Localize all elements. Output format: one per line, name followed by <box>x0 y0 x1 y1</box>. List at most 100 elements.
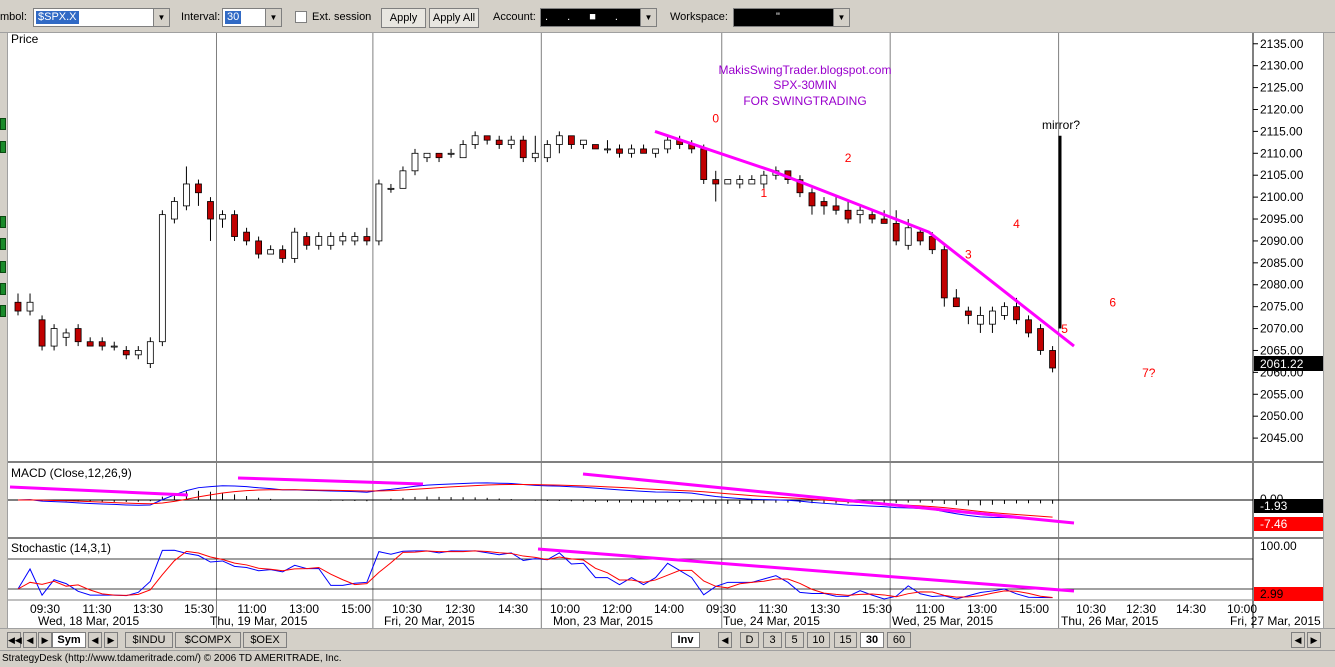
tab-interval-d[interactable]: D <box>740 632 759 648</box>
tab-oex[interactable]: $OEX <box>243 632 287 648</box>
wave-label: 5 <box>1061 322 1068 336</box>
chevron-down-icon[interactable]: ▼ <box>153 9 169 26</box>
candle-body <box>604 148 611 151</box>
time-tick-label: 15:00 <box>341 602 371 616</box>
symbol-label: mbol: <box>0 11 27 23</box>
stoch-top-tick: 100.00 <box>1260 539 1297 553</box>
first-arrow-icon[interactable]: ◀◀ <box>7 632 22 648</box>
candle-body <box>339 236 347 242</box>
interval-scroll-icon[interactable]: ◀ <box>718 632 732 648</box>
tab-interval-3[interactable]: 3 <box>763 632 782 648</box>
tab-interval-5[interactable]: 5 <box>785 632 804 648</box>
date-tick-label: Fri, 20 Mar, 2015 <box>384 614 475 628</box>
candle-body <box>122 350 130 356</box>
wave-label: 2 <box>845 151 852 165</box>
candle-body <box>652 148 659 154</box>
time-tick-label: 11:30 <box>82 602 111 616</box>
time-tick-label: 13:30 <box>810 602 840 616</box>
tool-marker-icon[interactable] <box>0 305 6 317</box>
right-scroll-strip[interactable] <box>1323 33 1335 628</box>
time-tick-label: 15:30 <box>862 602 892 616</box>
stoch-d-line <box>17 550 1053 598</box>
candle-body <box>616 148 623 154</box>
candle-body <box>423 152 431 159</box>
scroll-right-icon[interactable]: ▶ <box>104 632 118 648</box>
symbol-value[interactable]: $SPX.X <box>36 11 79 24</box>
tab-sym[interactable]: Sym <box>52 632 86 648</box>
apply-button[interactable]: Apply <box>381 8 426 28</box>
y-tick-label: 2080.00 <box>1260 278 1304 292</box>
workspace-combo[interactable]: " ▼ <box>733 8 850 27</box>
candle-body <box>134 350 142 356</box>
stoch-k-line <box>17 549 1053 600</box>
time-tick-label: 14:30 <box>498 602 528 616</box>
tab-indu[interactable]: $INDU <box>125 632 173 648</box>
bottom-tab-bar: ◀◀ ◀ ▶ Sym ◀ ▶ $INDU $COMPX $OEX Inv ◀ D… <box>0 628 1335 650</box>
ext-session-checkbox[interactable] <box>295 11 307 23</box>
chevron-down-icon[interactable]: ▼ <box>640 9 656 26</box>
symbol-combo[interactable]: $SPX.X ▼ <box>33 8 170 27</box>
tool-marker-icon[interactable] <box>0 118 6 130</box>
account-combo[interactable]: . . ■ . ▼ <box>540 8 657 27</box>
candle-body <box>928 236 936 251</box>
candle-body <box>1049 350 1056 369</box>
annotation-line-1: MakisSwingTrader.blogspot.com <box>719 63 892 77</box>
apply-all-button[interactable]: Apply All <box>429 8 479 28</box>
candle-body <box>158 214 166 343</box>
candle-body <box>580 139 587 145</box>
toolbar: mbol: $SPX.X ▼ Interval: 30 ▼ Ext. sessi… <box>0 0 1335 33</box>
tool-marker-icon[interactable] <box>0 141 6 153</box>
candle-body <box>700 148 708 180</box>
chevron-down-icon[interactable]: ▼ <box>265 9 281 26</box>
chevron-down-icon[interactable]: ▼ <box>833 9 849 26</box>
candle-body <box>279 249 287 259</box>
tab-interval-30[interactable]: 30 <box>860 632 884 648</box>
time-tick-label: 12:30 <box>1126 602 1156 616</box>
time-tick-label: 13:00 <box>289 602 319 616</box>
tab-interval-60[interactable]: 60 <box>887 632 911 648</box>
candle-body <box>231 214 238 237</box>
candle-body <box>760 174 768 185</box>
candle-body <box>748 179 756 185</box>
scroll-left-icon[interactable]: ◀ <box>88 632 102 648</box>
candle-body <box>267 249 275 255</box>
candle-body <box>219 214 226 220</box>
candle-body <box>796 179 804 194</box>
account-value[interactable]: . . ■ . <box>545 11 626 23</box>
workspace-value[interactable]: " <box>776 11 780 23</box>
interval-value[interactable]: 30 <box>225 11 242 24</box>
tab-interval-15[interactable]: 15 <box>834 632 857 648</box>
candle-body <box>38 319 46 347</box>
prev-arrow-icon[interactable]: ◀ <box>23 632 37 648</box>
y-tick-label: 2055.00 <box>1260 387 1304 401</box>
time-tick-label: 10:30 <box>1076 602 1106 616</box>
macd-value-label: -1.93 <box>1260 499 1288 513</box>
y-tick-label: 2115.00 <box>1260 124 1303 138</box>
tool-marker-icon[interactable] <box>0 216 6 228</box>
candle-body <box>904 227 912 246</box>
candle-body <box>315 236 323 246</box>
grid <box>215 33 1060 628</box>
candle-body <box>1013 306 1020 321</box>
time-tick-label: 14:30 <box>1176 602 1206 616</box>
scroll-left-icon[interactable]: ◀ <box>1291 632 1305 648</box>
last-price-label: 2061.22 <box>1260 357 1304 371</box>
interval-combo[interactable]: 30 ▼ <box>222 8 282 27</box>
time-tick-label: 10:00 <box>550 602 580 616</box>
wave-label: 0 <box>712 112 719 126</box>
tab-inv[interactable]: Inv <box>671 632 700 648</box>
candle-body <box>255 240 263 255</box>
candle-body <box>243 231 250 242</box>
scroll-right-icon[interactable]: ▶ <box>1307 632 1321 648</box>
date-tick-label: Fri, 27 Mar, 2015 <box>1230 614 1321 628</box>
time-tick-label: 11:30 <box>758 602 787 616</box>
tool-marker-icon[interactable] <box>0 238 6 250</box>
candle-body <box>567 135 575 145</box>
chart-area[interactable]: 0 1 2 3 4 5 6 7? Price MACD (Close,12,26,9) Sto… <box>8 33 1323 628</box>
next-arrow-icon[interactable]: ▶ <box>38 632 52 648</box>
tab-interval-10[interactable]: 10 <box>807 632 830 648</box>
time-tick-label: 11:00 <box>237 602 266 616</box>
tab-compx[interactable]: $COMPX <box>175 632 241 648</box>
tool-marker-icon[interactable] <box>0 261 6 273</box>
tool-marker-icon[interactable] <box>0 283 6 295</box>
